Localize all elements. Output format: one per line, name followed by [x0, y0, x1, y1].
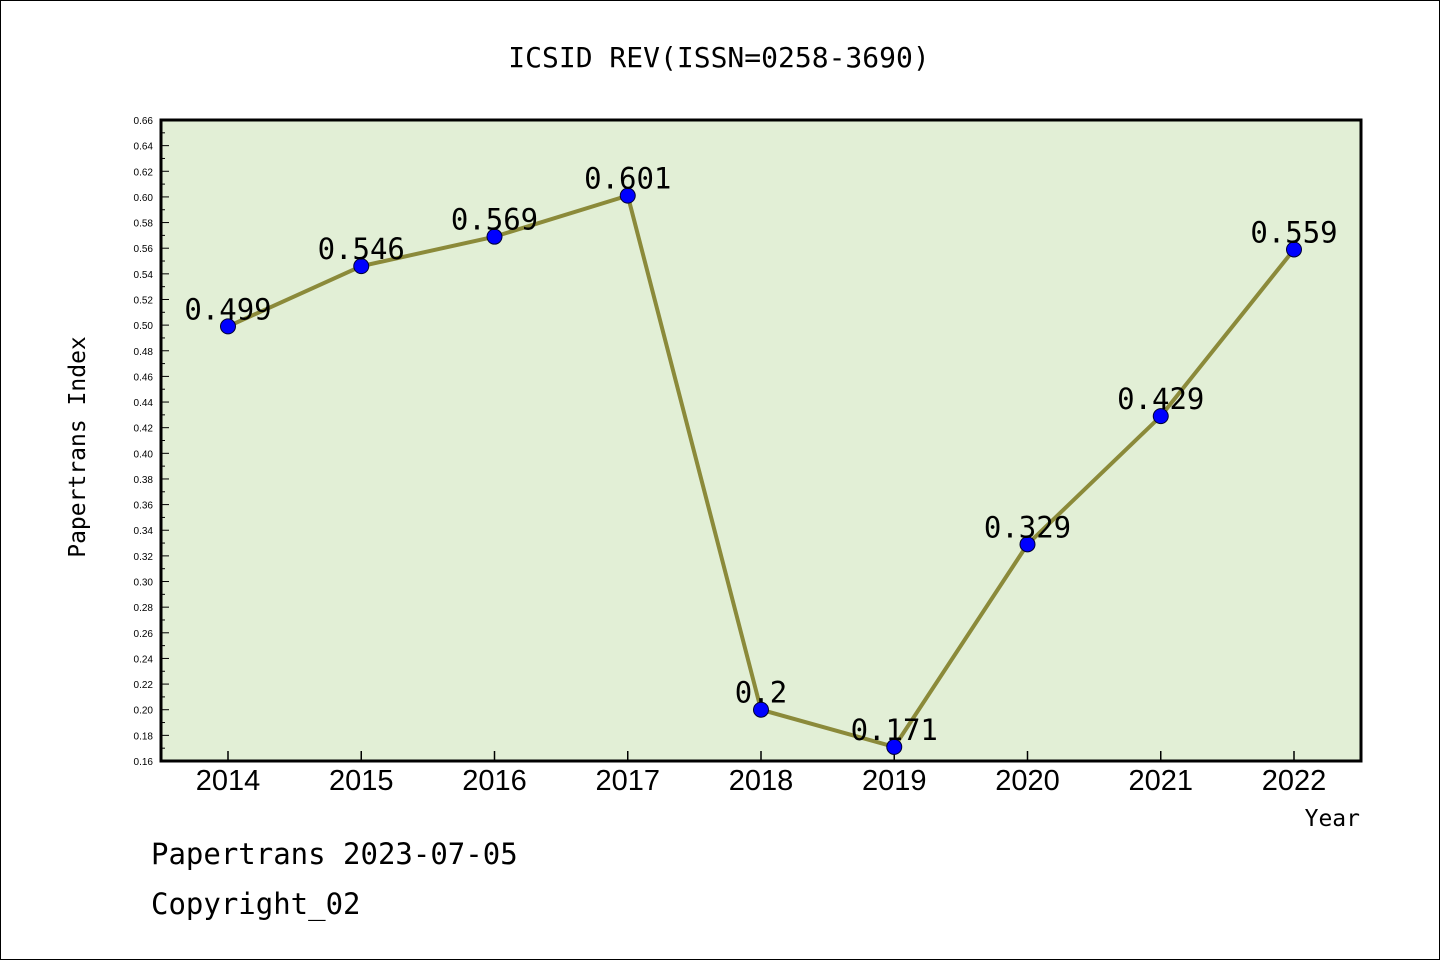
data-point [1019, 536, 1036, 553]
y-tick-label: 0.16 [134, 757, 154, 768]
footer-date: Papertrans 2023-07-05 [151, 837, 518, 871]
footer-copyright: Copyright_02 [151, 887, 361, 921]
data-label: 0.601 [584, 162, 671, 196]
y-tick-label: 0.46 [134, 372, 154, 383]
y-tick-label: 0.36 [134, 501, 154, 512]
x-tick-label: 2021 [1128, 765, 1193, 797]
y-tick-label: 0.48 [134, 347, 154, 358]
x-tick-label: 2016 [462, 765, 527, 797]
data-label: 0.329 [984, 510, 1071, 544]
y-tick-label: 0.38 [134, 475, 154, 486]
y-tick-label: 0.32 [134, 552, 154, 563]
data-label: 0.499 [184, 292, 271, 326]
y-tick-label: 0.60 [134, 193, 154, 204]
data-point [353, 258, 370, 275]
plot-area [161, 120, 1361, 761]
data-label: 0.2 [735, 676, 787, 710]
y-axis-label: Papertrans Index [65, 336, 91, 558]
plot-frame [159, 118, 1363, 763]
x-tick-label: 2017 [595, 765, 660, 797]
x-axis-ticks: 2014 2015 2016 2017 2018 2019 2020 2021 2022 [196, 751, 1327, 797]
data-point [886, 738, 903, 755]
data-labels: 0.499 0.546 0.569 0.601 0.2 0.171 0.329 0.429 0.… [184, 162, 1337, 747]
x-tick-label: 2015 [329, 765, 394, 797]
y-tick-label: 0.34 [134, 526, 154, 537]
y-tick-label: 0.58 [134, 219, 154, 230]
x-tick-label: 2022 [1262, 765, 1327, 797]
series-markers [220, 187, 1302, 755]
data-label: 0.429 [1117, 382, 1204, 416]
y-tick-label: 0.56 [134, 244, 154, 255]
y-axis-ticks: 0.16 0.18 0.20 0.22 0.24 0.26 0.28 0.30 0.32 0.34… [134, 116, 169, 768]
y-tick-label: 0.52 [134, 295, 154, 306]
y-tick-label: 0.54 [134, 270, 154, 281]
y-tick-label: 0.66 [134, 116, 154, 127]
y-tick-label: 0.28 [134, 603, 154, 614]
x-axis-label: Year [1305, 806, 1360, 832]
x-tick-label: 2020 [995, 765, 1060, 797]
y-tick-label: 0.44 [134, 398, 154, 409]
x-tick-label: 2014 [196, 765, 261, 797]
data-point [1152, 408, 1169, 425]
x-tick-label: 2019 [862, 765, 927, 797]
y-tick-label: 0.24 [134, 654, 154, 665]
y-tick-label: 0.18 [134, 731, 154, 742]
y-tick-label: 0.64 [134, 142, 154, 153]
y-tick-label: 0.40 [134, 449, 154, 460]
y-tick-label: 0.50 [134, 321, 154, 332]
y-tick-label: 0.22 [134, 680, 154, 691]
data-point [220, 318, 236, 335]
y-tick-label: 0.26 [134, 629, 154, 640]
y-tick-label: 0.62 [134, 167, 154, 178]
data-point [753, 701, 769, 718]
x-tick-label: 2018 [729, 765, 794, 797]
data-label: 0.171 [851, 713, 938, 747]
data-label: 0.546 [318, 232, 405, 266]
data-label: 0.559 [1250, 215, 1337, 249]
data-label: 0.569 [451, 203, 538, 237]
data-point [619, 187, 636, 204]
y-tick-label: 0.20 [134, 706, 154, 717]
chart-title: ICSID REV(ISSN=0258-3690) [508, 41, 929, 74]
y-tick-label: 0.30 [134, 578, 154, 589]
data-point [486, 228, 503, 245]
y-tick-label: 0.42 [134, 424, 154, 435]
data-point [1286, 241, 1302, 258]
